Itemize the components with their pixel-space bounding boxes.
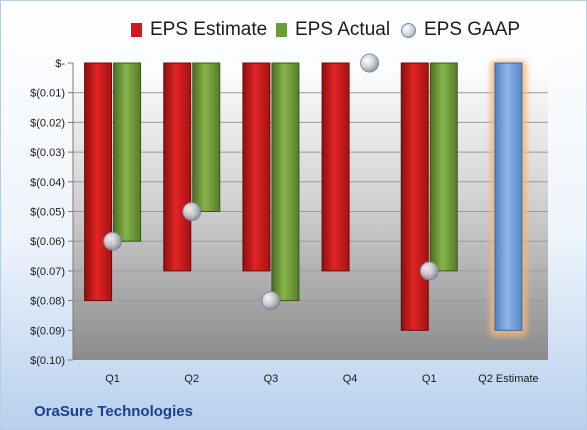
y-tick-label: $(0.06) bbox=[30, 236, 65, 248]
gridlines bbox=[73, 92, 548, 331]
y-tick-label: $(0.03) bbox=[30, 147, 65, 159]
point-eps-gaap bbox=[261, 291, 281, 311]
gaap-markers bbox=[103, 53, 439, 311]
bar-eps-estimate bbox=[321, 62, 350, 272]
bar-eps-actual bbox=[271, 62, 300, 302]
bar-eps-estimate bbox=[242, 62, 271, 272]
y-tick-label: $(0.07) bbox=[30, 266, 65, 278]
company-name: OraSure Technologies bbox=[34, 403, 193, 420]
bars bbox=[84, 61, 527, 337]
legend-item-gaap: EPS GAAP bbox=[401, 15, 520, 45]
y-tick-label: $(0.05) bbox=[30, 207, 65, 219]
bar-eps-estimate bbox=[84, 62, 113, 302]
legend-swatch-estimate bbox=[131, 23, 142, 37]
bar-eps-estimate bbox=[400, 62, 429, 331]
y-axis: $- $(0.01) $(0.02) $(0.03) $(0.04) $(0.05) $(0… bbox=[30, 58, 74, 367]
point-eps-gaap bbox=[182, 202, 202, 221]
bar-eps-actual bbox=[192, 62, 221, 212]
point-eps-gaap bbox=[419, 261, 439, 281]
y-tick-label: $(0.02) bbox=[30, 117, 65, 129]
bar-eps-estimate bbox=[494, 62, 523, 331]
y-tick-label: $(0.04) bbox=[30, 177, 65, 189]
x-tick-label: Q2 Estimate bbox=[478, 373, 539, 385]
y-tick-label: $(0.10) bbox=[30, 355, 65, 367]
legend-label-gaap: EPS GAAP bbox=[424, 19, 521, 40]
x-tick-label: Q1 bbox=[105, 373, 120, 385]
legend-label-actual: EPS Actual bbox=[295, 19, 391, 40]
legend-item-estimate: EPS Estimate bbox=[131, 15, 267, 45]
x-tick-label: Q1 bbox=[422, 373, 437, 385]
legend-item-actual: EPS Actual bbox=[276, 15, 390, 45]
y-tick-label: $(0.08) bbox=[30, 296, 65, 308]
x-tick-label: Q2 bbox=[184, 373, 199, 385]
legend-swatch-actual bbox=[276, 23, 287, 37]
x-tick-label: Q3 bbox=[264, 373, 279, 385]
x-tick-label: Q4 bbox=[343, 373, 358, 385]
bar-eps-actual bbox=[113, 62, 142, 242]
point-eps-gaap bbox=[103, 231, 123, 251]
point-eps-gaap bbox=[360, 53, 380, 73]
y-tick-label: $- bbox=[55, 58, 65, 70]
legend-marker-gaap bbox=[401, 22, 416, 38]
legend: EPS Estimate EPS Actual EPS GAAP bbox=[1, 15, 586, 45]
y-tick-label: $(0.01) bbox=[30, 88, 65, 100]
x-axis: Q1 Q2 Q3 Q4 Q1 Q2 Estimate bbox=[105, 373, 538, 385]
bar-eps-estimate bbox=[163, 62, 192, 272]
bar-eps-actual bbox=[429, 62, 458, 272]
y-tick-label: $(0.09) bbox=[30, 325, 65, 337]
legend-label-estimate: EPS Estimate bbox=[150, 19, 268, 40]
